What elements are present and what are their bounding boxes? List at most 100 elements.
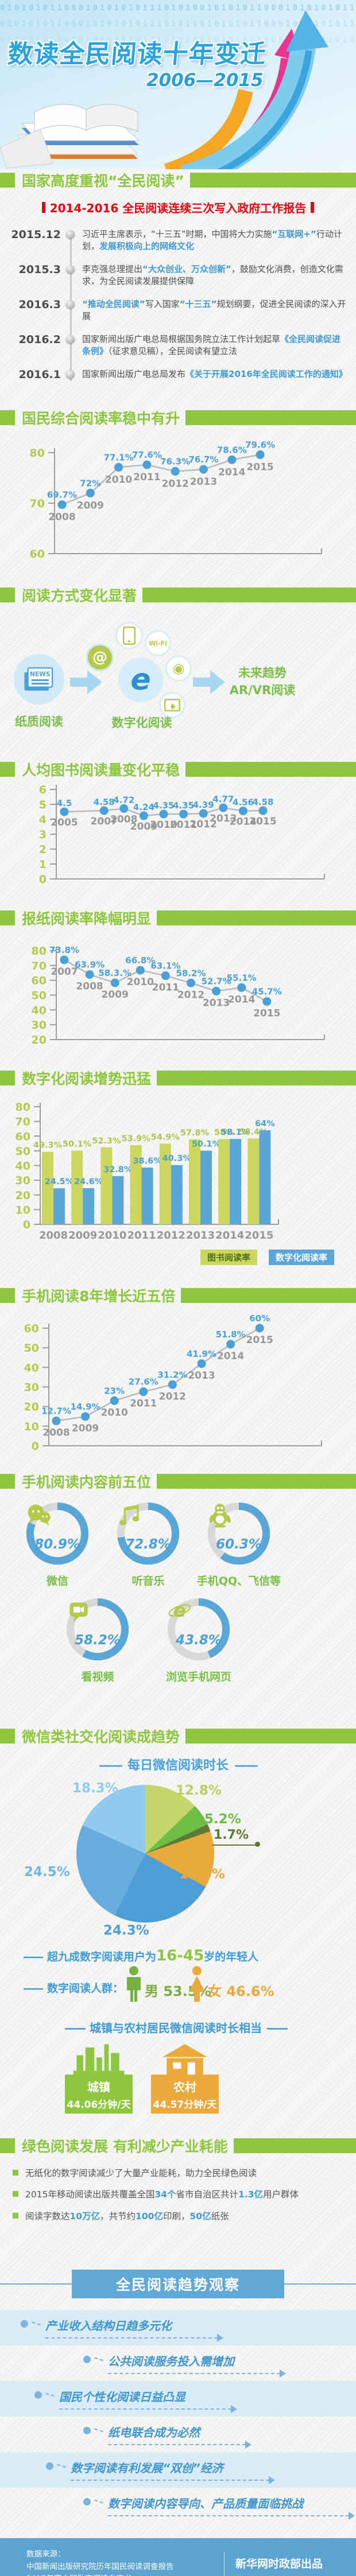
binary-pattern: 0101010110001010101011101010010101011000… — [0, 36, 356, 45]
year-label: 2014 — [218, 466, 245, 478]
footer-credits: 新华网时政部出品 策划：王志艳 桂洋 设计：程媛媛 — [235, 2555, 323, 2576]
digital-reading-label: 数字化阅读 — [111, 716, 172, 730]
arrow-head-icon — [231, 2405, 237, 2413]
value-label: 58.2% — [176, 968, 206, 978]
value-label: 52.3% — [92, 1137, 121, 1146]
growth-arrows-graphic — [164, 10, 328, 169]
svg-text:40: 40 — [24, 1361, 39, 1374]
value-label: 50.1% — [63, 1140, 92, 1149]
value-label: 45.7% — [252, 987, 282, 997]
svg-text:50: 50 — [32, 989, 47, 1002]
axis: 80 70 60 — [30, 447, 322, 561]
pie-chart-area: 12.8% 5.2% 1.7% 13.3% 24.3% 24.5% 18.3% — [0, 1776, 356, 1948]
title-bar — [157, 1071, 356, 1085]
city-buildings-icon — [73, 2044, 125, 2075]
svg-text:60: 60 — [16, 1130, 30, 1143]
value-label: 49.3% — [33, 1141, 63, 1150]
arrow-head-icon — [349, 2512, 355, 2520]
year-label: 2005 — [51, 817, 78, 828]
section-heading: 绿色阅读发展 有利减少产业耗能 — [22, 2138, 228, 2155]
bar — [100, 1147, 113, 1224]
svg-text:80: 80 — [30, 447, 45, 460]
email-at-icon: @ — [86, 644, 114, 671]
donut-percentage: 60.3% — [216, 1537, 262, 1552]
year-label: 2007 — [91, 816, 118, 827]
year-label: 2009 — [68, 1229, 97, 1242]
data-point — [256, 450, 265, 460]
data-line — [64, 807, 264, 817]
trend-dot-icon — [83, 2427, 91, 2434]
blue-arrow-ribbon — [180, 45, 316, 169]
title-bar — [181, 1288, 356, 1303]
data-point — [171, 467, 180, 476]
timeline-text: “推动全民阅读”写入国家“十三五”规划纲要，促进全民阅读的深入开展 — [82, 299, 346, 321]
value-label: 4.77 — [212, 794, 234, 804]
title-bar — [157, 1474, 356, 1489]
data-sources-title: 数据来源： — [26, 2550, 65, 2559]
data-point — [60, 807, 69, 816]
age-statistic-row: —— 超九成数字阅读用户为16-45岁的年轻人 — [23, 1948, 258, 1964]
urban-duration-box: 城镇 44.06分钟/天 — [65, 2075, 133, 2114]
data-point — [136, 966, 145, 975]
data-point — [187, 978, 195, 987]
timeline-date: 2016.2 — [18, 333, 61, 346]
title-block — [0, 762, 15, 777]
section-digital-reading: 数字化阅读增势迅猛 80 70 60 50 40 30 20 10 0 49.3% 24.5% 200… — [0, 1069, 356, 1285]
year-label: 2012 — [159, 1391, 186, 1402]
trend-dot-icon — [34, 2391, 42, 2399]
value-label: 72% — [80, 478, 100, 488]
value-label: 4.24 — [133, 802, 154, 812]
timeline-date: 2015.3 — [18, 263, 61, 276]
year-label: 2008 — [39, 1229, 68, 1242]
bar — [83, 1188, 95, 1224]
loose-paper — [0, 129, 53, 169]
data-point — [139, 1387, 148, 1396]
data-point — [142, 460, 152, 469]
title-bar — [189, 173, 356, 188]
bar — [259, 1130, 271, 1224]
year-label: 2008 — [76, 981, 103, 993]
open-book-right — [86, 104, 138, 132]
value-label: 38.6% — [133, 1157, 162, 1166]
donut-ring: 58.2% — [65, 1597, 130, 1661]
title-block — [0, 1288, 15, 1303]
timeline-entry: 2016.3 “推动全民阅读”写入国家“十三五”规划纲要，促进全民阅读的深入开展 — [0, 298, 356, 322]
urban-label: 城镇 — [87, 2080, 110, 2094]
donut-label: 看视频 — [81, 1671, 114, 1683]
value-label: 60% — [249, 1313, 270, 1324]
data-points: 69.7%200872%200977.1%201077.6%201176.3%2… — [47, 440, 275, 523]
trend-text: 产业收入结构日趋多元化 — [45, 2319, 172, 2333]
value-label: 73.8% — [49, 945, 79, 955]
green-bullet-item: 无纸化的数字阅读减少了大量产业能耗，助力全民绿色阅读 — [0, 2167, 356, 2180]
data-point — [258, 806, 268, 815]
trend-item: 产业收入结构日趋多元化 — [21, 2317, 223, 2342]
trend-text: 公共阅读服务投入需增加 — [108, 2355, 234, 2368]
rural-house-icon — [162, 2044, 208, 2075]
year-label: 2015 — [249, 816, 276, 827]
value-label: 24.5% — [45, 1177, 74, 1186]
value-label: 58.3.% — [98, 968, 131, 978]
data-point — [226, 1340, 235, 1349]
trend-dot-icon — [46, 2462, 53, 2470]
trend-body: 国民个性化阅读日益凸显 — [59, 2388, 237, 2413]
dash-decoration: —— — [64, 2021, 86, 2035]
pie-pct-label: 1.7% — [214, 1828, 249, 1842]
svg-text:4: 4 — [39, 814, 47, 826]
section-heading: 国民综合阅读率稳中有升 — [22, 410, 180, 427]
bar — [42, 1151, 53, 1224]
svg-text:6: 6 — [39, 784, 47, 796]
gender-row-label: —— 数字阅读人群： — [23, 1980, 123, 1995]
bar — [130, 1145, 142, 1224]
year-label: 2010 — [127, 976, 154, 988]
trend-elbow-icon — [57, 2464, 66, 2468]
gender-statistic-row: —— 数字阅读人群： 男 53.5% 女 46.6% — [0, 1964, 356, 2005]
trend-row: 数字阅读内容导向、产品质量面临挑战 — [0, 2488, 356, 2523]
data-point — [219, 803, 228, 812]
data-points: 4.5 2005 4.58 2007 4.72 2008 4.24 2009 4.35 2010 4… — [51, 794, 276, 832]
title-bar — [185, 762, 356, 777]
bar — [71, 1150, 83, 1224]
donut-svg — [207, 1502, 270, 1565]
year-label: 2011 — [130, 1398, 157, 1410]
value-label: 12.7% — [41, 1406, 71, 1417]
